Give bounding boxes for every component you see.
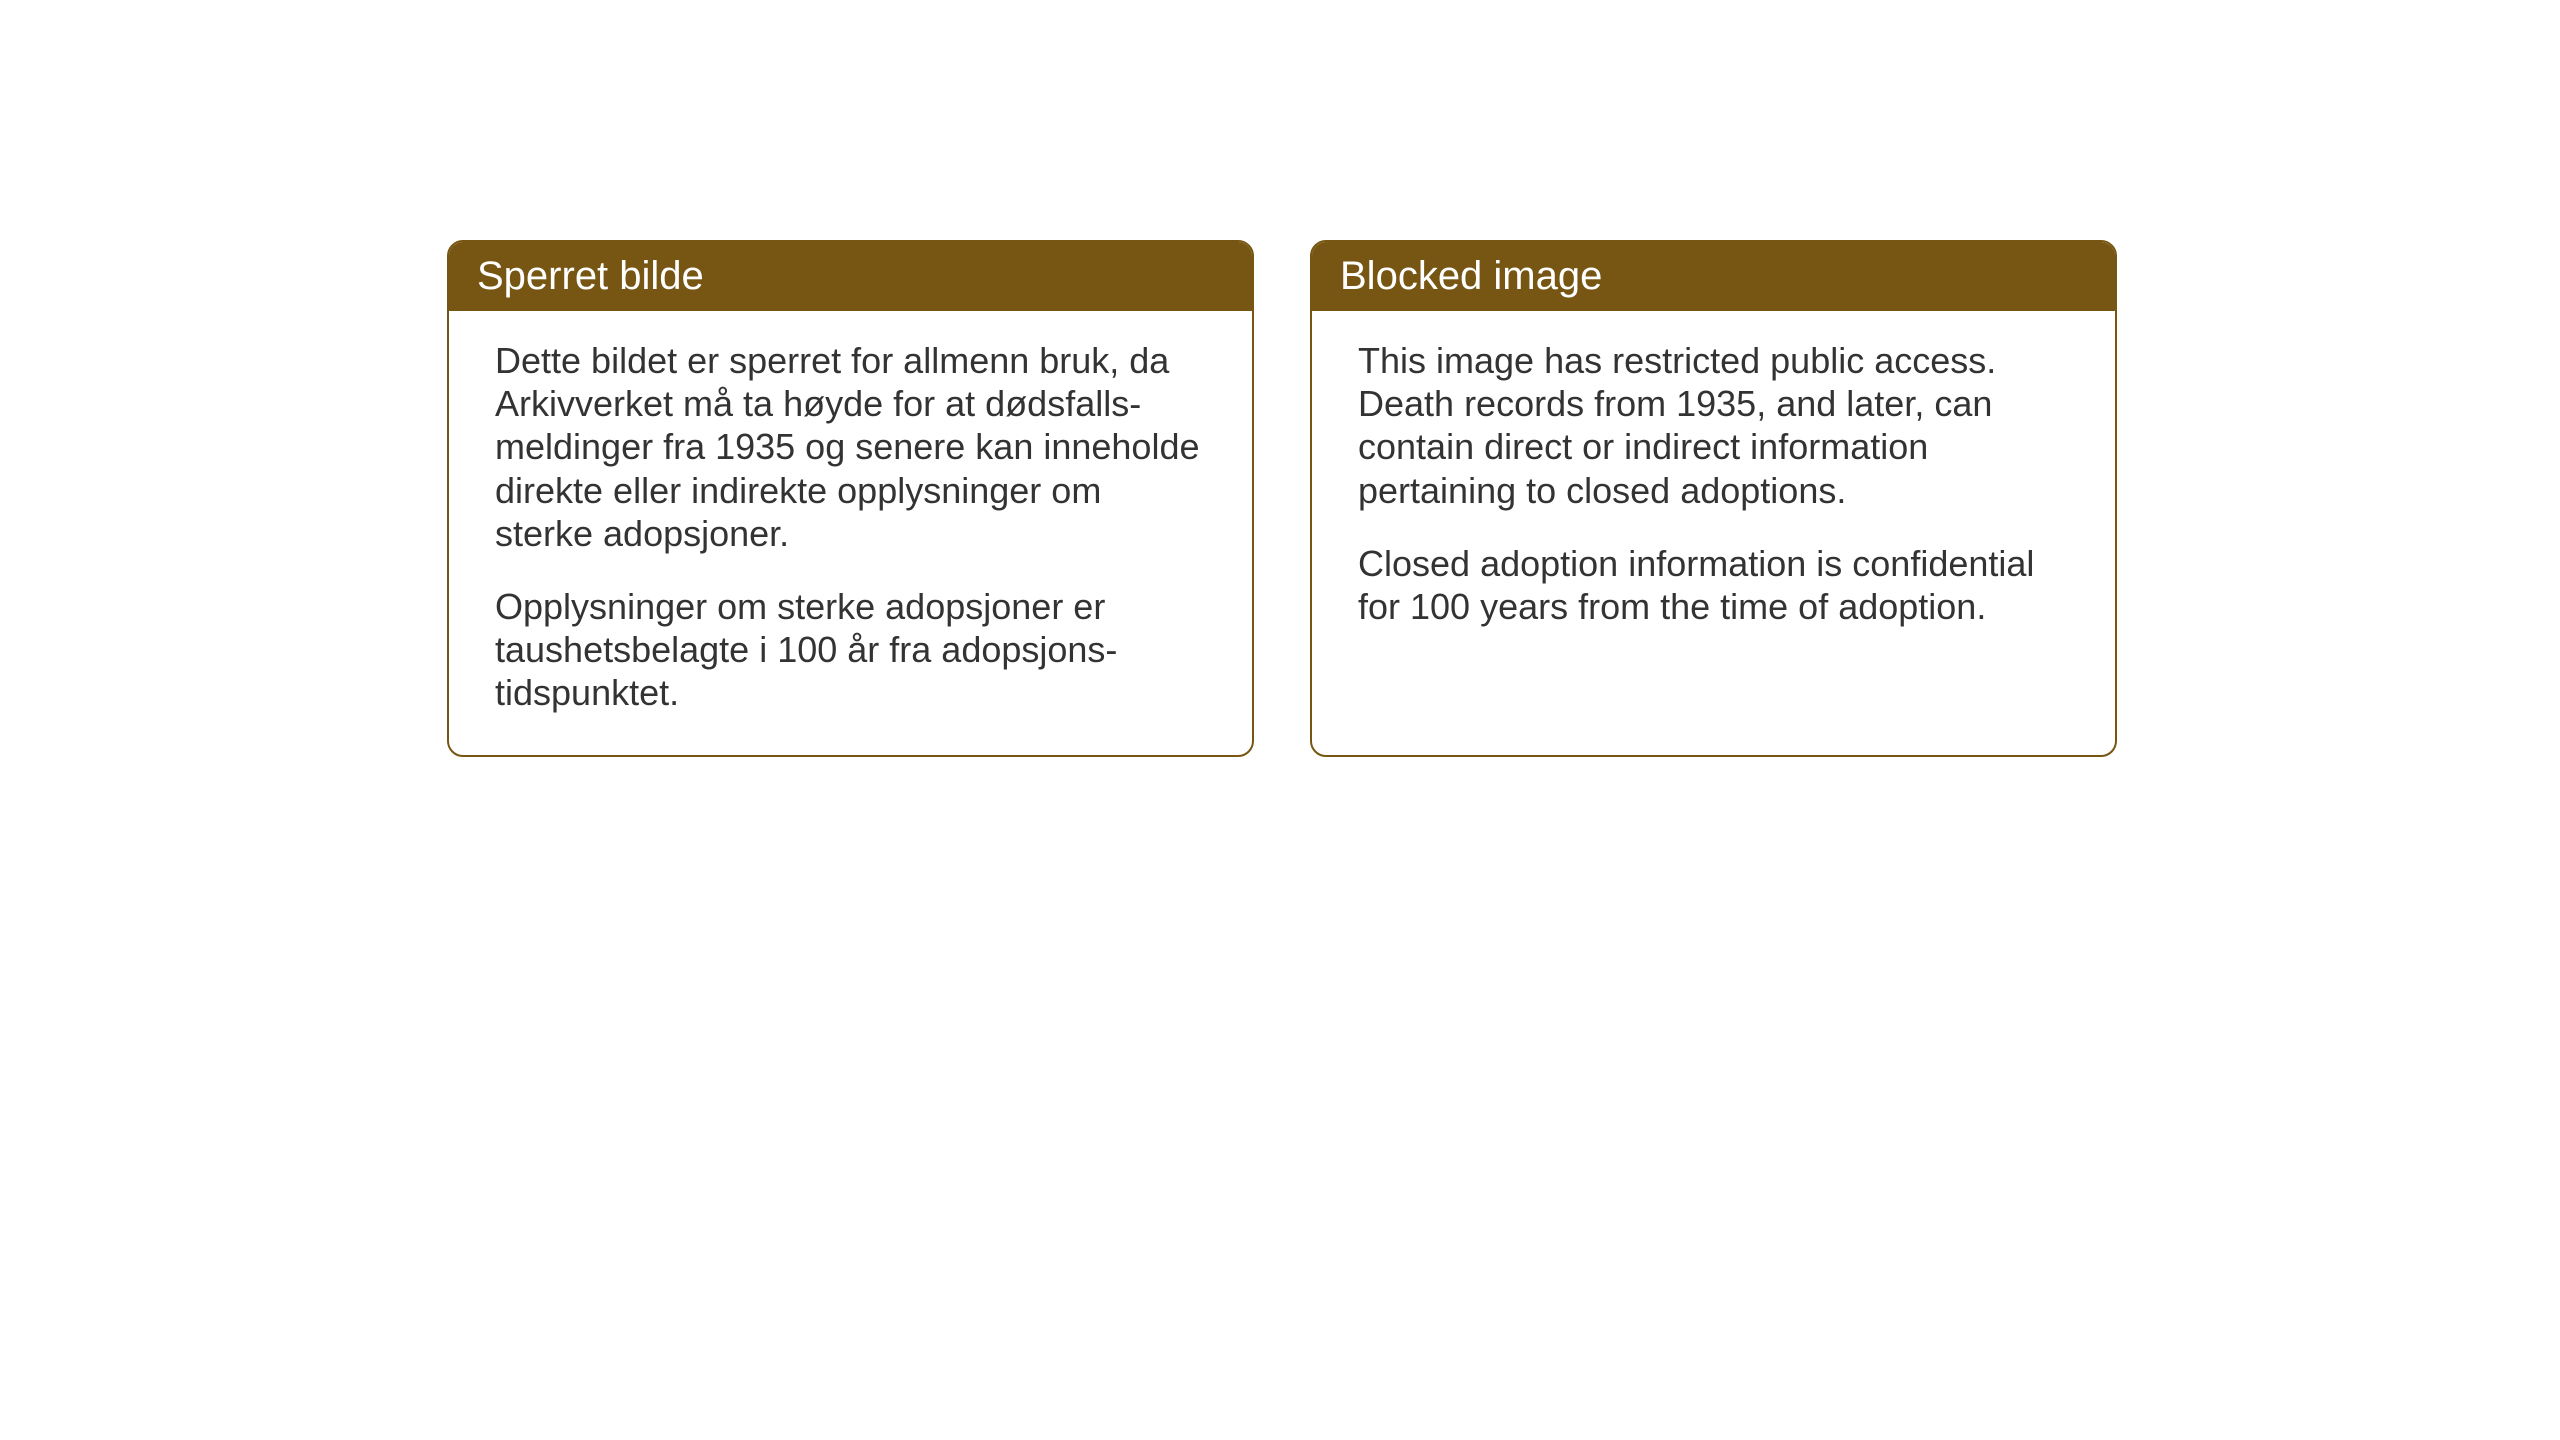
- norwegian-paragraph-2: Opplysninger om sterke adopsjoner er tau…: [495, 585, 1206, 715]
- norwegian-notice-card: Sperret bilde Dette bildet er sperret fo…: [447, 240, 1254, 757]
- english-notice-card: Blocked image This image has restricted …: [1310, 240, 2117, 757]
- notice-container: Sperret bilde Dette bildet er sperret fo…: [447, 240, 2117, 757]
- english-card-body: This image has restricted public access.…: [1312, 311, 2115, 668]
- norwegian-card-body: Dette bildet er sperret for allmenn bruk…: [449, 311, 1252, 755]
- norwegian-paragraph-1: Dette bildet er sperret for allmenn bruk…: [495, 339, 1206, 555]
- english-paragraph-2: Closed adoption information is confident…: [1358, 542, 2069, 628]
- norwegian-card-title: Sperret bilde: [449, 242, 1252, 311]
- english-card-title: Blocked image: [1312, 242, 2115, 311]
- english-paragraph-1: This image has restricted public access.…: [1358, 339, 2069, 512]
